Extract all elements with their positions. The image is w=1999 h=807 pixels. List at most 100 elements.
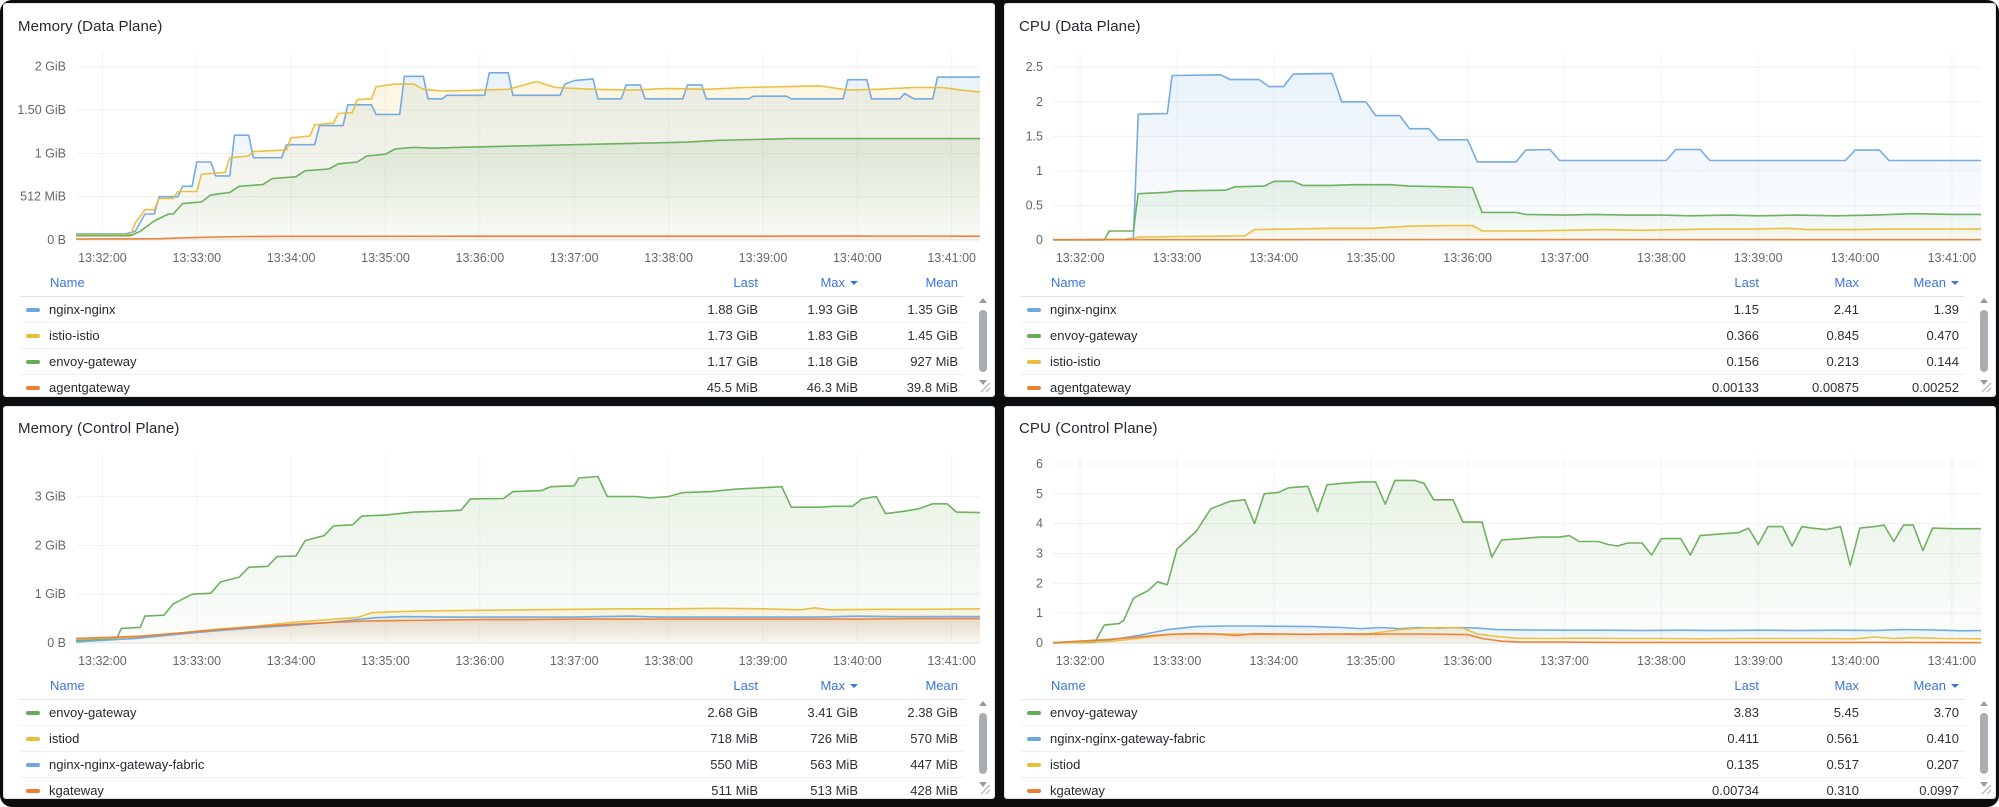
series-name-cell[interactable]: agentgateway xyxy=(1021,374,1665,396)
resize-handle-icon[interactable] xyxy=(979,783,991,795)
series-name-cell[interactable]: istio-istio xyxy=(20,322,664,349)
legend-row-nginx-nginx[interactable]: nginx-nginx 1.15 2.41 1.39 xyxy=(1021,296,1965,323)
series-name-cell[interactable]: envoy-gateway xyxy=(1021,699,1665,726)
scroll-up-icon[interactable] xyxy=(979,298,987,303)
legend-column-mean[interactable]: Mean xyxy=(864,674,964,700)
x-axis-tick-label: 13:37:00 xyxy=(1540,251,1589,265)
legend-column-last[interactable]: Last xyxy=(664,272,764,297)
series-name-cell[interactable]: nginx-nginx-gateway-fabric xyxy=(1021,725,1665,752)
legend-row-kgateway[interactable]: kgateway 0.00734 0.310 0.0997 xyxy=(1021,777,1965,798)
x-axis-tick-label: 13:40:00 xyxy=(833,654,882,668)
legend-column-label: Last xyxy=(733,275,758,290)
scroll-down-icon[interactable] xyxy=(979,379,987,385)
series-name-cell[interactable]: istiod xyxy=(1021,751,1665,778)
series-name-cell[interactable]: kgateway xyxy=(1021,777,1665,798)
series-name-cell[interactable]: envoy-gateway xyxy=(20,699,664,726)
x-axis-tick-label: 13:34:00 xyxy=(267,251,316,265)
time-series-chart[interactable]: 13:32:00 13:33:00 13:34:00 13:35:00 13:36:00… xyxy=(4,443,994,675)
series-name-cell[interactable]: nginx-nginx xyxy=(20,296,664,323)
legend-column-name[interactable]: Name xyxy=(20,674,664,700)
legend-row-kgateway[interactable]: kgateway 511 MiB 513 MiB 428 MiB xyxy=(20,777,964,798)
scroll-up-icon[interactable] xyxy=(979,700,987,706)
series-line-agentgateway xyxy=(75,235,981,240)
series-area-envoy-gateway xyxy=(1053,181,1981,240)
scrollbar-thumb[interactable] xyxy=(979,310,987,372)
legend-column-last[interactable]: Last xyxy=(664,674,764,700)
series-name-cell[interactable]: istio-istio xyxy=(1021,348,1665,375)
series-line-istiod xyxy=(1052,626,1982,644)
legend-column-max[interactable]: Max xyxy=(1765,674,1865,700)
legend-column-name[interactable]: Name xyxy=(1021,674,1665,700)
legend-column-mean[interactable]: Mean xyxy=(1865,674,1965,700)
legend-column-last[interactable]: Last xyxy=(1665,674,1765,700)
legend-column-max[interactable]: Max xyxy=(764,674,864,700)
legend-column-name[interactable]: Name xyxy=(1021,272,1665,297)
scrollbar-thumb[interactable] xyxy=(979,712,987,774)
series-color-swatch xyxy=(1027,710,1041,715)
legend-row-envoy-gateway[interactable]: envoy-gateway 2.68 GiB 3.41 GiB 2.38 GiB xyxy=(20,699,964,726)
legend-column-label: Last xyxy=(733,677,758,693)
scrollbar-thumb[interactable] xyxy=(1980,310,1988,372)
legend-value-max: 1.93 GiB xyxy=(764,296,864,323)
legend-value-last: 1.73 GiB xyxy=(664,322,764,349)
legend-row-agentgateway[interactable]: agentgateway 45.5 MiB 46.3 MiB 39.8 MiB xyxy=(20,374,964,396)
legend-row-istiod[interactable]: istiod 718 MiB 726 MiB 570 MiB xyxy=(20,725,964,752)
legend-row-envoy-gateway[interactable]: envoy-gateway 3.83 5.45 3.70 xyxy=(1021,699,1965,726)
legend-column-mean[interactable]: Mean xyxy=(864,272,964,297)
series-name: kgateway xyxy=(1050,782,1105,798)
panel-title[interactable]: Memory (Data Plane) xyxy=(18,17,163,35)
series-name-cell[interactable]: envoy-gateway xyxy=(20,348,664,375)
time-series-chart[interactable]: 13:32:00 13:33:00 13:34:00 13:35:00 13:36:00… xyxy=(1005,443,1995,675)
series-name-cell[interactable]: envoy-gateway xyxy=(1021,322,1665,349)
legend-row-nginx-nginx[interactable]: nginx-nginx 1.88 GiB 1.93 GiB 1.35 GiB xyxy=(20,296,964,323)
series-name: istio-istio xyxy=(1050,354,1101,369)
y-axis-tick-label: 2.5 xyxy=(1026,60,1043,74)
legend-row-agentgateway[interactable]: agentgateway 0.00133 0.00875 0.00252 xyxy=(1021,374,1965,396)
scroll-down-icon[interactable] xyxy=(979,782,987,787)
series-name-cell[interactable]: nginx-nginx-gateway-fabric xyxy=(20,751,664,778)
legend-column-name[interactable]: Name xyxy=(20,272,664,297)
legend-row-istio-istio[interactable]: istio-istio 0.156 0.213 0.144 xyxy=(1021,348,1965,375)
legend-scrollbar[interactable] xyxy=(979,700,987,787)
series-name-cell[interactable]: kgateway xyxy=(20,777,664,798)
scrollbar-thumb[interactable] xyxy=(1980,712,1988,774)
series-name-cell[interactable]: nginx-nginx xyxy=(1021,296,1665,323)
panel-title[interactable]: Memory (Control Plane) xyxy=(18,420,180,437)
scroll-up-icon[interactable] xyxy=(1980,298,1988,303)
scroll-up-icon[interactable] xyxy=(1980,700,1988,706)
time-series-chart[interactable]: 13:32:00 13:33:00 13:34:00 13:35:00 13:36:00… xyxy=(4,40,994,272)
series-color-swatch xyxy=(1027,308,1041,312)
legend-scrollbar[interactable] xyxy=(1980,700,1988,787)
legend-row-envoy-gateway[interactable]: envoy-gateway 1.17 GiB 1.18 GiB 927 MiB xyxy=(20,348,964,375)
scroll-down-icon[interactable] xyxy=(1980,782,1988,787)
resize-handle-icon[interactable] xyxy=(1980,381,1992,393)
resize-handle-icon[interactable] xyxy=(979,381,991,393)
legend-column-max[interactable]: Max xyxy=(764,272,864,297)
legend-row-envoy-gateway[interactable]: envoy-gateway 0.366 0.845 0.470 xyxy=(1021,322,1965,349)
series-name-cell[interactable]: istiod xyxy=(20,725,664,752)
series-color-swatch xyxy=(1027,386,1041,390)
y-axis-tick-label: 0.5 xyxy=(1026,198,1043,212)
panel-title[interactable]: CPU (Control Plane) xyxy=(1019,420,1158,437)
panel-title[interactable]: CPU (Data Plane) xyxy=(1019,17,1141,35)
legend-row-istiod[interactable]: istiod 0.135 0.517 0.207 xyxy=(1021,751,1965,778)
legend-row-istio-istio[interactable]: istio-istio 1.73 GiB 1.83 GiB 1.45 GiB xyxy=(20,322,964,349)
legend-scrollbar[interactable] xyxy=(979,298,987,385)
legend-row-nginx-nginx-gateway-fabric[interactable]: nginx-nginx-gateway-fabric 0.411 0.561 0.41… xyxy=(1021,725,1965,752)
series-line-envoy-gateway xyxy=(1052,479,1981,644)
series-name-cell[interactable]: agentgateway xyxy=(20,374,664,396)
resize-handle-icon[interactable] xyxy=(1980,783,1992,795)
time-series-chart[interactable]: 13:32:00 13:33:00 13:34:00 13:35:00 13:36:00… xyxy=(1005,40,1995,272)
legend-column-max[interactable]: Max xyxy=(1765,272,1865,297)
legend-column-label: Mean xyxy=(925,677,958,693)
legend-column-last[interactable]: Last xyxy=(1665,272,1765,297)
legend-scrollbar[interactable] xyxy=(1980,298,1988,385)
series-area-envoy-gateway xyxy=(76,138,980,240)
scroll-down-icon[interactable] xyxy=(1980,379,1988,385)
x-axis-tick-label: 13:41:00 xyxy=(927,251,976,265)
legend-value-mean: 570 MiB xyxy=(864,725,964,752)
x-axis-tick-label: 13:32:00 xyxy=(78,654,127,668)
legend-row-nginx-nginx-gateway-fabric[interactable]: nginx-nginx-gateway-fabric 550 MiB 563 MiB… xyxy=(20,751,964,778)
legend-column-mean[interactable]: Mean xyxy=(1865,272,1965,297)
legend-value-max: 1.18 GiB xyxy=(764,348,864,375)
